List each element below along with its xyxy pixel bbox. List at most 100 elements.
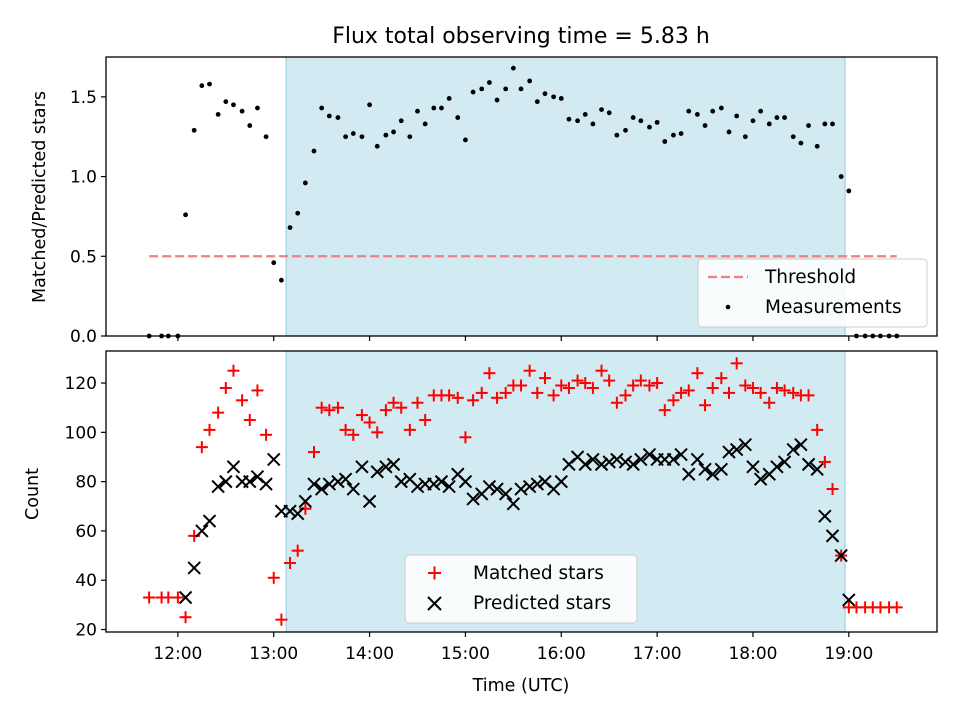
predicted-marker-b [586,452,600,467]
measurement-point [431,105,437,111]
measurement-point [359,134,365,140]
predicted-marker-b [626,457,640,472]
predicted-marker-b [195,524,209,538]
predicted-marker-b [794,437,808,452]
measurement-point [606,110,612,116]
matched-star-point [699,399,712,412]
measurement-point [742,134,748,140]
predicted-star-point [666,452,681,467]
measurement-point [391,129,396,135]
measurement-point [599,107,604,113]
matched-star-point [179,611,192,624]
measurement-point [374,143,380,149]
matched-star-point [579,377,592,390]
matched-star-point [706,381,719,394]
matched-legend-swatch [428,566,441,580]
predicted-star-point [690,452,705,467]
measurement-point [846,188,852,194]
matched-star-point [603,374,616,387]
measurement-point [726,129,732,135]
measurement-point [207,81,212,87]
measurement-point [239,108,245,114]
predicted-star-point [729,442,744,457]
predicted-star-point [522,479,537,494]
measurement-point [638,118,644,124]
predicted-marker-b [578,457,592,472]
measurement-point [463,137,468,143]
matched-star-point [339,423,352,436]
matched-star-point [483,367,496,380]
measurement-point [191,127,197,133]
predicted-marker-b [498,487,513,501]
predicted-marker-b [530,477,545,491]
matched-star-point [467,394,480,407]
measurement-point [694,111,700,117]
matched-star-point [236,394,249,407]
measurement-point [486,80,492,85]
matched-star-point [323,404,336,417]
measurement-point [247,123,253,128]
predicted-star-point [267,452,281,467]
matched-star-point [411,396,424,409]
predicted-star-point [362,494,377,509]
measurement-point [774,115,780,120]
matched-star-point [451,391,464,404]
predicted-marker-b [729,442,744,457]
measurement-point [415,108,420,114]
measurement-point [758,108,764,114]
threshold-legend-label: Threshold [764,267,856,288]
predicted-marker-b [250,470,265,484]
predicted-star-point [642,447,657,462]
measurement-point [302,180,308,186]
matched-star-point [355,409,368,422]
measurements-legend-swatch [725,304,731,310]
predicted-star-point [434,474,449,489]
matched-star-point [787,386,800,399]
matched-star-point [371,426,384,439]
predicted-star-point [834,548,848,563]
chart-title: Flux total observing time = 5.83 h [332,24,710,49]
matched-star-point [675,386,688,399]
measurement-point [335,115,341,120]
predicted-marker-b [538,474,552,489]
predicted-marker-b [801,457,816,472]
matched-star-point [723,386,736,399]
measurement-point [750,118,756,124]
predicted-marker-b [674,447,688,462]
measurement-point [790,134,796,140]
measurement-point [255,105,260,111]
ratio-legend: Threshold Measurements [697,258,928,328]
measurement-point [319,105,325,111]
x-axis-label: Time (UTC) [472,676,570,696]
measurement-point [734,113,740,119]
predicted-star-point [554,474,568,489]
ratio-y-tick-label: 1.0 [70,168,97,188]
count-y-tick-label: 80 [75,473,97,493]
matched-star-point [379,404,392,417]
predicted-marker-b [346,482,360,496]
ratio-y-tick-label: 0.5 [70,247,97,267]
count-plot-frame [105,350,938,633]
matched-star-point [754,386,767,399]
predicted-marker-b [738,437,753,452]
measurement-point [614,132,620,138]
x-tick-label: 15:00 [441,644,490,664]
matched-star-point [555,379,568,392]
measurement-point [407,134,413,140]
predicted-star-point [338,472,353,486]
predicted-star-point [506,497,521,511]
predicted-star-point [482,479,497,494]
predicted-star-point [770,460,784,474]
predicted-marker-b [834,548,848,563]
ratio-y-tick-label: 0.0 [70,327,97,347]
predicted-star-point [458,474,473,489]
predicted-star-point [331,474,345,489]
matched-star-point [419,414,432,427]
predicted-star-point [466,492,480,506]
predicted-star-point [714,462,729,477]
predicted-marker-b [362,494,377,509]
measurement-point [798,140,804,146]
predicted-marker-b [777,455,792,469]
predicted-marker-b [714,462,729,477]
